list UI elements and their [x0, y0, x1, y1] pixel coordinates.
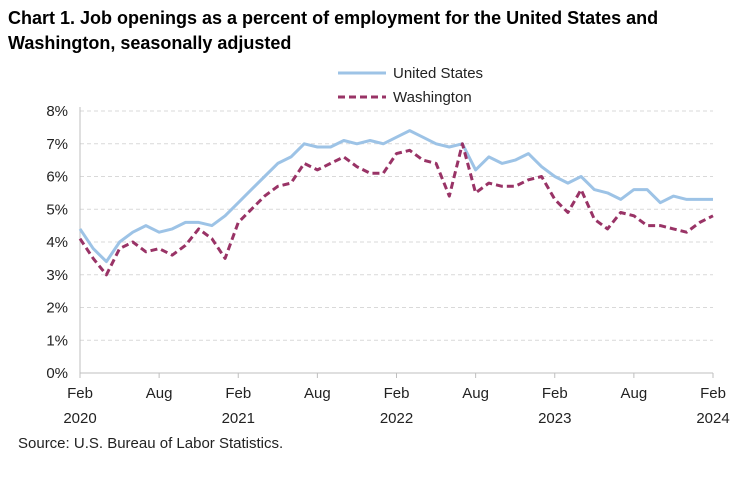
y-tick-label: 8% — [46, 103, 68, 120]
x-tick-year-label: 2023 — [538, 410, 571, 427]
y-tick-label: 2% — [46, 300, 68, 317]
y-tick-label: 6% — [46, 169, 68, 186]
x-tick-label: Aug — [621, 385, 648, 402]
x-tick-year-label: 2024 — [696, 410, 729, 427]
legend: United States Washington — [338, 65, 483, 106]
legend-label-washington: Washington — [393, 89, 472, 106]
legend-label-united-states: United States — [393, 65, 483, 82]
y-tick-label: 7% — [46, 136, 68, 153]
y-tick-label: 0% — [46, 365, 68, 382]
x-tick-label: Aug — [304, 385, 331, 402]
y-tick-label: 5% — [46, 201, 68, 218]
y-tick-label: 3% — [46, 267, 68, 284]
washington-line — [78, 142, 714, 277]
x-tick-label: Feb — [384, 385, 410, 402]
y-tick-label: 4% — [46, 234, 68, 251]
x-tick-label: Aug — [146, 385, 173, 402]
y-tick-label: 1% — [46, 332, 68, 349]
x-tick-label: Feb — [542, 385, 568, 402]
x-tick-label: Feb — [225, 385, 251, 402]
x-tick-label: Feb — [700, 385, 726, 402]
grid — [80, 110, 713, 341]
x-tick-year-label: 2021 — [222, 410, 255, 427]
source-note: Source: U.S. Bureau of Labor Statistics. — [18, 435, 284, 452]
x-tick-label: Aug — [462, 385, 489, 402]
series-group — [78, 129, 714, 277]
x-tick-label: Feb — [67, 385, 93, 402]
axes: 0% 1% 2% 3% 4% 5% 6% 7% 8% Feb 2020 Aug Feb 2021 Aug Fe… — [46, 103, 729, 427]
x-tick-year-label: 2020 — [63, 410, 96, 427]
x-tick-year-label: 2022 — [380, 410, 413, 427]
chart-title: Chart 1. Job openings as a percent of em… — [8, 8, 659, 53]
united-states-line — [78, 129, 713, 264]
